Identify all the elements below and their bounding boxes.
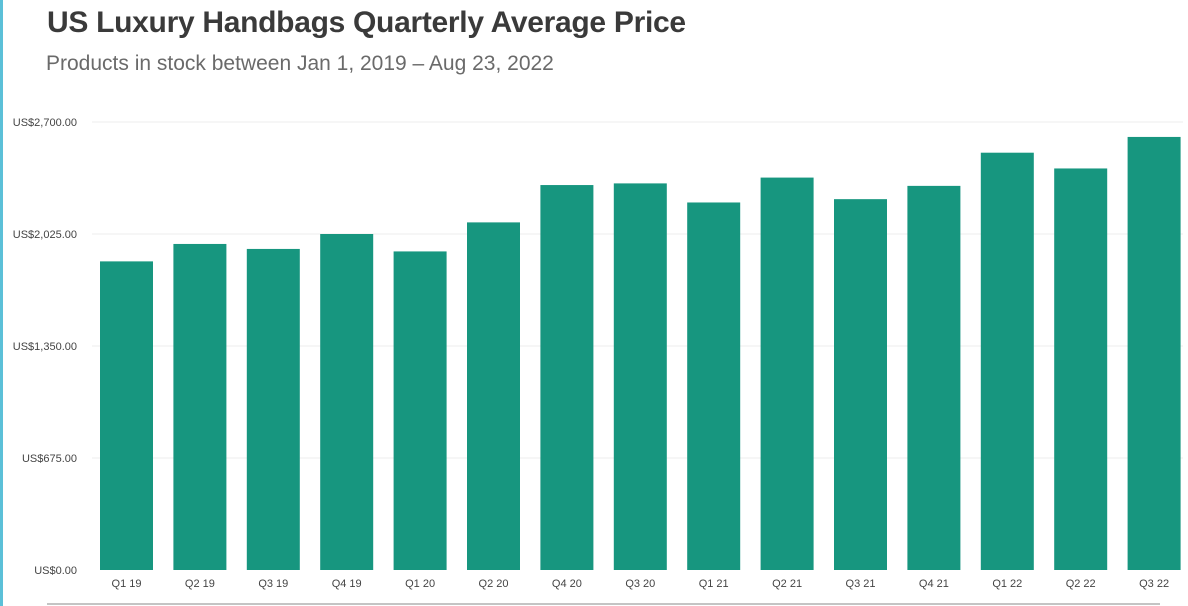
- bar-q1-20: [393, 251, 447, 570]
- bar-q2-22: [1054, 168, 1108, 570]
- x-tick-label: Q2 19: [185, 578, 215, 590]
- x-tick-label: Q1 22: [992, 578, 1022, 590]
- x-tick-label: Q3 21: [846, 578, 876, 590]
- x-tick-label: Q2 22: [1066, 578, 1096, 590]
- x-tick-label: Q2 20: [479, 578, 509, 590]
- x-tick-label: Q3 19: [258, 578, 288, 590]
- bar-q2-21: [760, 177, 814, 570]
- y-tick-label: US$0.00: [34, 565, 77, 577]
- left-accent-bar: [0, 0, 3, 606]
- y-tick-label: US$1,350.00: [13, 341, 77, 353]
- y-tick-label: US$2,025.00: [13, 229, 77, 241]
- bar-q3-20: [613, 183, 667, 571]
- chart-title: US Luxury Handbags Quarterly Average Pri…: [47, 6, 686, 39]
- bar-q4-21: [907, 185, 961, 571]
- bar-q4-20: [540, 185, 594, 570]
- y-tick-label: US$2,700.00: [13, 117, 77, 129]
- x-tick-label: Q4 21: [919, 578, 949, 590]
- bar-q3-22: [1127, 136, 1181, 570]
- bar-q1-19: [100, 261, 153, 570]
- bar-q2-20: [467, 222, 520, 570]
- x-tick-label: Q1 21: [699, 578, 729, 590]
- bar-q2-19: [173, 243, 227, 570]
- bar-q4-19: [320, 234, 374, 570]
- x-tick-label: Q1 20: [405, 578, 435, 590]
- bar-q3-21: [834, 199, 887, 570]
- x-tick-label: Q2 21: [772, 578, 802, 590]
- bar-q1-21: [687, 202, 741, 571]
- x-tick-label: Q3 20: [625, 578, 655, 590]
- x-tick-label: Q4 19: [332, 578, 362, 590]
- bar-q3-19: [246, 248, 300, 570]
- y-tick-label: US$675.00: [22, 453, 77, 465]
- chart-subtitle: Products in stock between Jan 1, 2019 – …: [46, 52, 554, 75]
- x-tick-label: Q3 22: [1139, 578, 1169, 590]
- bar-q1-22: [980, 152, 1034, 570]
- x-tick-label: Q4 20: [552, 578, 582, 590]
- x-tick-label: Q1 19: [112, 578, 142, 590]
